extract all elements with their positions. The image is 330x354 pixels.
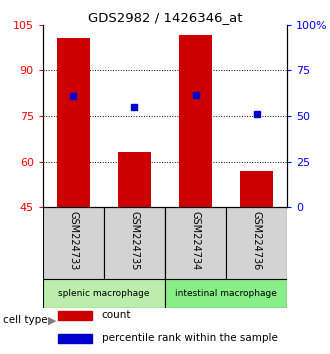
Text: GSM224735: GSM224735 (129, 211, 140, 270)
Bar (165, 207, 226, 279)
Title: GDS2982 / 1426346_at: GDS2982 / 1426346_at (88, 11, 242, 24)
Bar (57, 311, 92, 320)
Text: GSM224733: GSM224733 (68, 211, 79, 270)
Bar (43, 279, 165, 308)
Text: GSM224736: GSM224736 (251, 211, 262, 270)
Bar (165, 279, 287, 308)
Bar (240, 171, 273, 207)
Bar (118, 153, 151, 207)
Text: splenic macrophage: splenic macrophage (58, 289, 150, 298)
Bar (226, 207, 287, 279)
Bar (57, 39, 90, 207)
Text: count: count (102, 310, 131, 320)
Bar (43, 207, 104, 279)
Bar (179, 35, 212, 207)
Bar (57, 333, 92, 343)
Bar (104, 207, 165, 279)
Text: ▶: ▶ (48, 315, 56, 325)
Text: GSM224734: GSM224734 (190, 211, 201, 270)
Text: intestinal macrophage: intestinal macrophage (175, 289, 277, 298)
Text: cell type: cell type (3, 315, 48, 325)
Text: percentile rank within the sample: percentile rank within the sample (102, 333, 278, 343)
